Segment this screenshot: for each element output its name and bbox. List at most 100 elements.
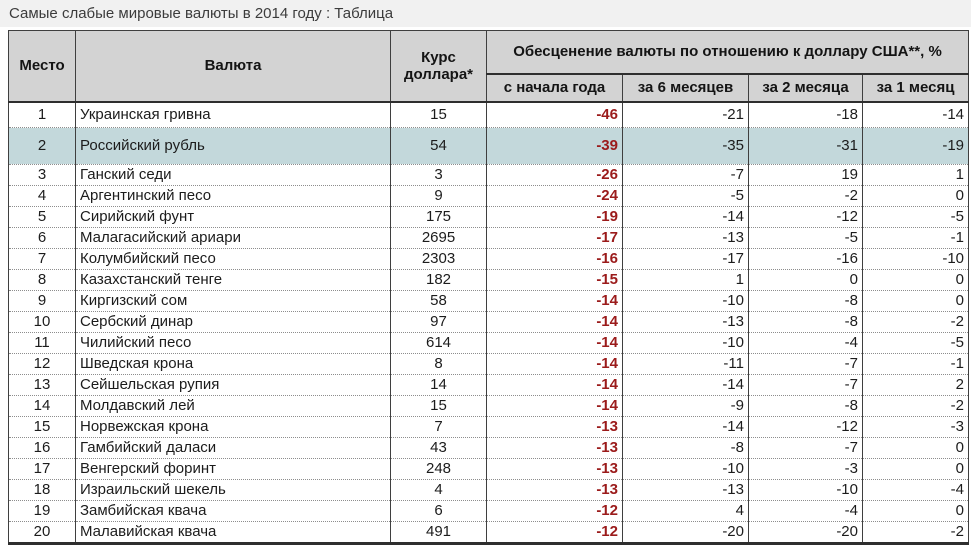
ytd-cell: -14	[486, 395, 623, 417]
m2-cell: -16	[748, 248, 863, 270]
table-row[interactable]: 14 Молдавский лей 15 -14 -9 -8 -2	[8, 395, 969, 417]
m6-cell: -5	[622, 185, 749, 207]
m1-cell: 0	[861, 437, 969, 459]
ytd-cell: -14	[486, 353, 623, 375]
table-row[interactable]: 10 Сербский динар 97 -14 -13 -8 -2	[8, 311, 969, 333]
table-row[interactable]: 11 Чилийский песо 614 -14 -10 -4 -5	[8, 332, 969, 354]
m2-cell: -4	[748, 500, 863, 522]
m1-cell: 0	[861, 269, 969, 291]
currency-cell: Киргизский сом	[75, 290, 391, 312]
rank-cell: 18	[8, 479, 76, 501]
m2-cell: 0	[748, 269, 863, 291]
col-header-1-month: за 1 месяц	[861, 74, 969, 103]
m6-cell: -9	[622, 395, 749, 417]
rank-cell: 7	[8, 248, 76, 270]
table-row[interactable]: 19 Замбийская квача 6 -12 4 -4 0	[8, 500, 969, 522]
table-row[interactable]: 20 Малавийская квача 491 -12 -20 -20 -2	[8, 521, 969, 544]
currency-cell: Молдавский лей	[75, 395, 391, 417]
rank-cell: 20	[8, 521, 76, 544]
rate-cell: 614	[390, 332, 487, 354]
table-row[interactable]: 9 Киргизский сом 58 -14 -10 -8 0	[8, 290, 969, 312]
currency-cell: Казахстанский тенге	[75, 269, 391, 291]
table-row[interactable]: 4 Аргентинский песо 9 -24 -5 -2 0	[8, 185, 969, 207]
m2-cell: -10	[748, 479, 863, 501]
currency-cell: Гамбийский даласи	[75, 437, 391, 459]
rank-cell: 17	[8, 458, 76, 480]
m2-cell: -20	[748, 521, 863, 544]
m1-cell: -1	[861, 227, 969, 249]
m6-cell: -14	[622, 374, 749, 396]
rank-cell: 5	[8, 206, 76, 228]
m2-cell: -8	[748, 395, 863, 417]
m6-cell: -8	[622, 437, 749, 459]
rate-cell: 182	[390, 269, 487, 291]
m2-cell: -5	[748, 227, 863, 249]
currency-cell: Малавийская квача	[75, 521, 391, 544]
rank-cell: 1	[8, 102, 76, 128]
table-row[interactable]: 1 Украинская гривна 15 -46 -21 -18 -14	[8, 102, 969, 128]
m1-cell: 0	[861, 185, 969, 207]
ytd-cell: -26	[486, 164, 623, 186]
m1-cell: -3	[861, 416, 969, 438]
m2-cell: -7	[748, 437, 863, 459]
m2-cell: -4	[748, 332, 863, 354]
m6-cell: 1	[622, 269, 749, 291]
table-row[interactable]: 13 Сейшельская рупия 14 -14 -14 -7 2	[8, 374, 969, 396]
m1-cell: -19	[861, 127, 969, 165]
m2-cell: -18	[748, 102, 863, 128]
table-row[interactable]: 3 Ганский седи 3 -26 -7 19 1	[8, 164, 969, 186]
table-row[interactable]: 12 Шведская крона 8 -14 -11 -7 -1	[8, 353, 969, 375]
table-row[interactable]: 6 Малагасийский ариари 2695 -17 -13 -5 -1	[8, 227, 969, 249]
table-row[interactable]: 16 Гамбийский даласи 43 -13 -8 -7 0	[8, 437, 969, 459]
ytd-cell: -24	[486, 185, 623, 207]
ytd-cell: -13	[486, 437, 623, 459]
m1-cell: -1	[861, 353, 969, 375]
currency-cell: Израильский шекель	[75, 479, 391, 501]
rate-cell: 175	[390, 206, 487, 228]
m1-cell: -5	[861, 332, 969, 354]
rate-cell: 3	[390, 164, 487, 186]
m2-cell: -2	[748, 185, 863, 207]
m6-cell: -17	[622, 248, 749, 270]
ytd-cell: -12	[486, 521, 623, 544]
rank-cell: 3	[8, 164, 76, 186]
table-row[interactable]: 8 Казахстанский тенге 182 -15 1 0 0	[8, 269, 969, 291]
rate-cell: 43	[390, 437, 487, 459]
currency-cell: Аргентинский песо	[75, 185, 391, 207]
currency-cell: Чилийский песо	[75, 332, 391, 354]
m6-cell: -14	[622, 206, 749, 228]
m6-cell: 4	[622, 500, 749, 522]
m6-cell: -10	[622, 332, 749, 354]
col-header-since-year-start: с начала года	[486, 74, 623, 103]
currency-cell: Замбийская квача	[75, 500, 391, 522]
m1-cell: -2	[861, 311, 969, 333]
table-row[interactable]: 5 Сирийский фунт 175 -19 -14 -12 -5	[8, 206, 969, 228]
table-body: 1 Украинская гривна 15 -46 -21 -18 -14 2 Российс…	[8, 102, 969, 544]
rank-cell: 10	[8, 311, 76, 333]
table-row[interactable]: 15 Норвежская крона 7 -13 -14 -12 -3	[8, 416, 969, 438]
m2-cell: -8	[748, 290, 863, 312]
m2-cell: -8	[748, 311, 863, 333]
rank-cell: 15	[8, 416, 76, 438]
rate-cell: 6	[390, 500, 487, 522]
ytd-cell: -13	[486, 458, 623, 480]
currency-cell: Колумбийский песо	[75, 248, 391, 270]
table-row[interactable]: 2 Российский рубль 54 -39 -35 -31 -19	[8, 127, 969, 165]
table-row[interactable]: 7 Колумбийский песо 2303 -16 -17 -16 -10	[8, 248, 969, 270]
col-header-rate: Курс доллара*	[390, 30, 487, 103]
currency-cell: Сербский динар	[75, 311, 391, 333]
currency-cell: Сирийский фунт	[75, 206, 391, 228]
m2-cell: -31	[748, 127, 863, 165]
rank-cell: 9	[8, 290, 76, 312]
ytd-cell: -14	[486, 311, 623, 333]
rank-cell: 19	[8, 500, 76, 522]
m6-cell: -13	[622, 311, 749, 333]
m1-cell: 0	[861, 500, 969, 522]
m6-cell: -10	[622, 458, 749, 480]
m1-cell: -5	[861, 206, 969, 228]
rank-cell: 16	[8, 437, 76, 459]
currency-cell: Российский рубль	[75, 127, 391, 165]
table-row[interactable]: 18 Израильский шекель 4 -13 -13 -10 -4	[8, 479, 969, 501]
rank-cell: 12	[8, 353, 76, 375]
table-row[interactable]: 17 Венгерский форинт 248 -13 -10 -3 0	[8, 458, 969, 480]
